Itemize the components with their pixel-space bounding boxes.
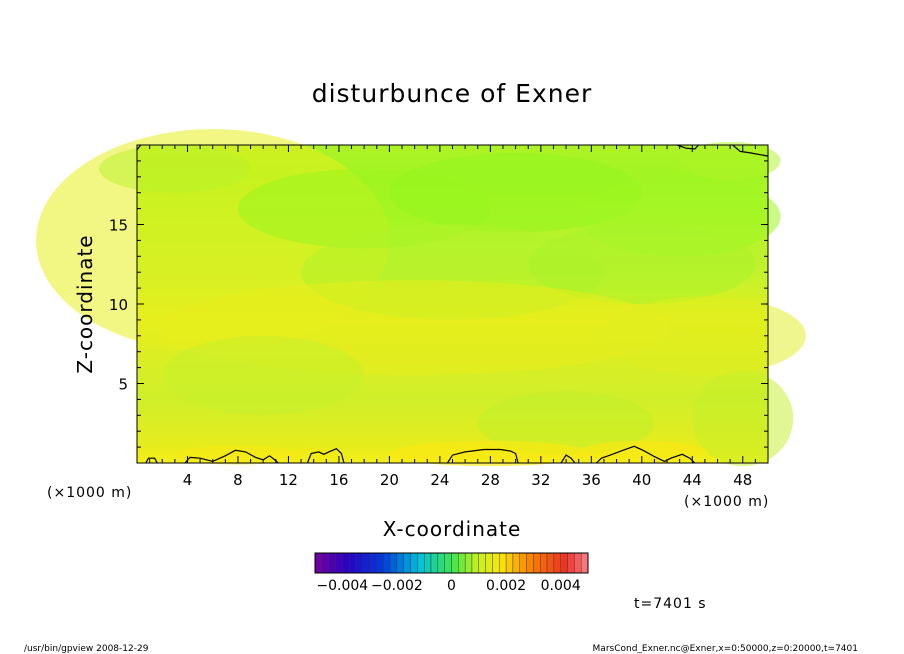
x-tick-label: 32 <box>531 471 550 489</box>
colorbar-tick-label: 0 <box>447 578 456 594</box>
y-tick-label: 10 <box>109 296 128 314</box>
colorbar-cell <box>437 552 445 574</box>
x-tick-label: 16 <box>329 471 348 489</box>
contour-line <box>306 447 345 464</box>
contour-line <box>145 457 158 464</box>
contour-line <box>732 144 769 157</box>
x-axis-label: X-coordinate <box>383 517 522 541</box>
colorbar-cell <box>389 552 398 574</box>
x-tick-label: 48 <box>733 471 752 489</box>
colorbar-cell <box>478 552 486 574</box>
colorbar-tick-label: 0.004 <box>541 578 581 594</box>
x-tick-label: 44 <box>683 471 702 489</box>
colorbar-cell <box>348 552 357 574</box>
colorbar <box>314 552 589 574</box>
contour-line <box>560 454 576 464</box>
colorbar-cell <box>362 552 370 574</box>
colorbar-cell <box>335 552 343 574</box>
contour-line <box>184 449 279 464</box>
colorbar-cell <box>403 552 411 574</box>
colorbar-cell <box>546 552 555 574</box>
field-patch <box>162 335 365 416</box>
heatmap-field <box>36 129 806 467</box>
colorbar-cell <box>410 552 418 574</box>
colorbar-cell <box>526 552 534 574</box>
x-tick-label: 40 <box>632 471 651 489</box>
colorbar-cell <box>574 552 582 574</box>
field-patch <box>679 141 781 180</box>
x-tick-label: 8 <box>233 471 243 489</box>
colorbar-cell <box>492 552 500 574</box>
contour-line <box>446 448 519 464</box>
colorbar-cell <box>505 552 514 574</box>
colorbar-tick-label: −0.002 <box>371 578 423 594</box>
colorbar-cell <box>580 552 589 574</box>
colorbar-cell <box>519 552 527 574</box>
colorbar-frame <box>314 552 589 574</box>
field-patch <box>389 152 642 233</box>
footer-left: /usr/bin/gpview 2008-12-29 <box>24 644 149 654</box>
colorbar-cell <box>499 552 507 574</box>
x-tick-label: 28 <box>481 471 500 489</box>
colorbar-tick-label: 0.002 <box>486 578 526 594</box>
colorbar-cell <box>424 552 432 574</box>
time-label: t=7401 s <box>634 596 707 612</box>
colorbar-cell <box>376 552 384 574</box>
contour-line <box>136 144 142 151</box>
colorbar-cell <box>355 552 363 574</box>
colorbar-cell <box>458 552 466 574</box>
y-axis-label: Z-coordinate <box>73 234 97 373</box>
colorbar-cell <box>342 552 350 574</box>
colorbar-cell <box>396 552 404 574</box>
x-tick-label: 36 <box>582 471 601 489</box>
contour-lines <box>136 144 769 464</box>
colorbar-cell <box>444 552 452 574</box>
field-patch <box>692 370 794 467</box>
colorbar-cell <box>512 552 520 574</box>
x-tick-label: 20 <box>380 471 399 489</box>
x-axis-unit-left: (×1000 m) <box>47 485 132 501</box>
colorbar-cell <box>471 552 480 574</box>
footer-right: MarsCond_Exner.nc@Exner,x=0:50000,z=0:20… <box>593 644 858 654</box>
contour-line <box>595 445 696 464</box>
x-tick-label: 4 <box>183 471 193 489</box>
colorbar-cell <box>567 552 575 574</box>
colorbar-cell <box>369 552 377 574</box>
colorbar-cell <box>328 552 336 574</box>
colorbar-tick-label: −0.004 <box>316 578 368 594</box>
x-tick-label: 24 <box>430 471 449 489</box>
colorbar-cell <box>485 552 493 574</box>
field-patch <box>99 145 251 193</box>
x-axis: 4 8 12 16 20 24 28 32 36 40 44 48 <box>149 145 756 489</box>
colorbar-cell <box>321 552 329 574</box>
y-tick-label: 5 <box>118 376 128 394</box>
field-patch <box>477 391 655 456</box>
colorbar-ticks: −0.004 −0.002 0 0.002 0.004 <box>316 578 580 594</box>
colorbar-cell <box>430 552 439 574</box>
colorbar-cell <box>383 552 391 574</box>
colorbar-cell <box>451 552 459 574</box>
colorbar-cell <box>417 552 425 574</box>
colorbar-cell <box>560 552 568 574</box>
y-axis: 5 10 15 <box>109 160 768 448</box>
x-tick-label: 12 <box>279 471 298 489</box>
contour-line <box>676 144 700 150</box>
colorbar-cell <box>553 552 561 574</box>
y-tick-label: 15 <box>109 217 128 235</box>
x-axis-unit-right: (×1000 m) <box>684 494 769 510</box>
field-patch <box>603 296 806 376</box>
colorbar-cell <box>314 552 323 574</box>
colorbar-cell <box>540 552 548 574</box>
colorbar-cell <box>533 552 541 574</box>
field-patch <box>528 224 756 304</box>
chart-title: disturbunce of Exner <box>312 79 593 108</box>
colorbar-cell <box>464 552 473 574</box>
